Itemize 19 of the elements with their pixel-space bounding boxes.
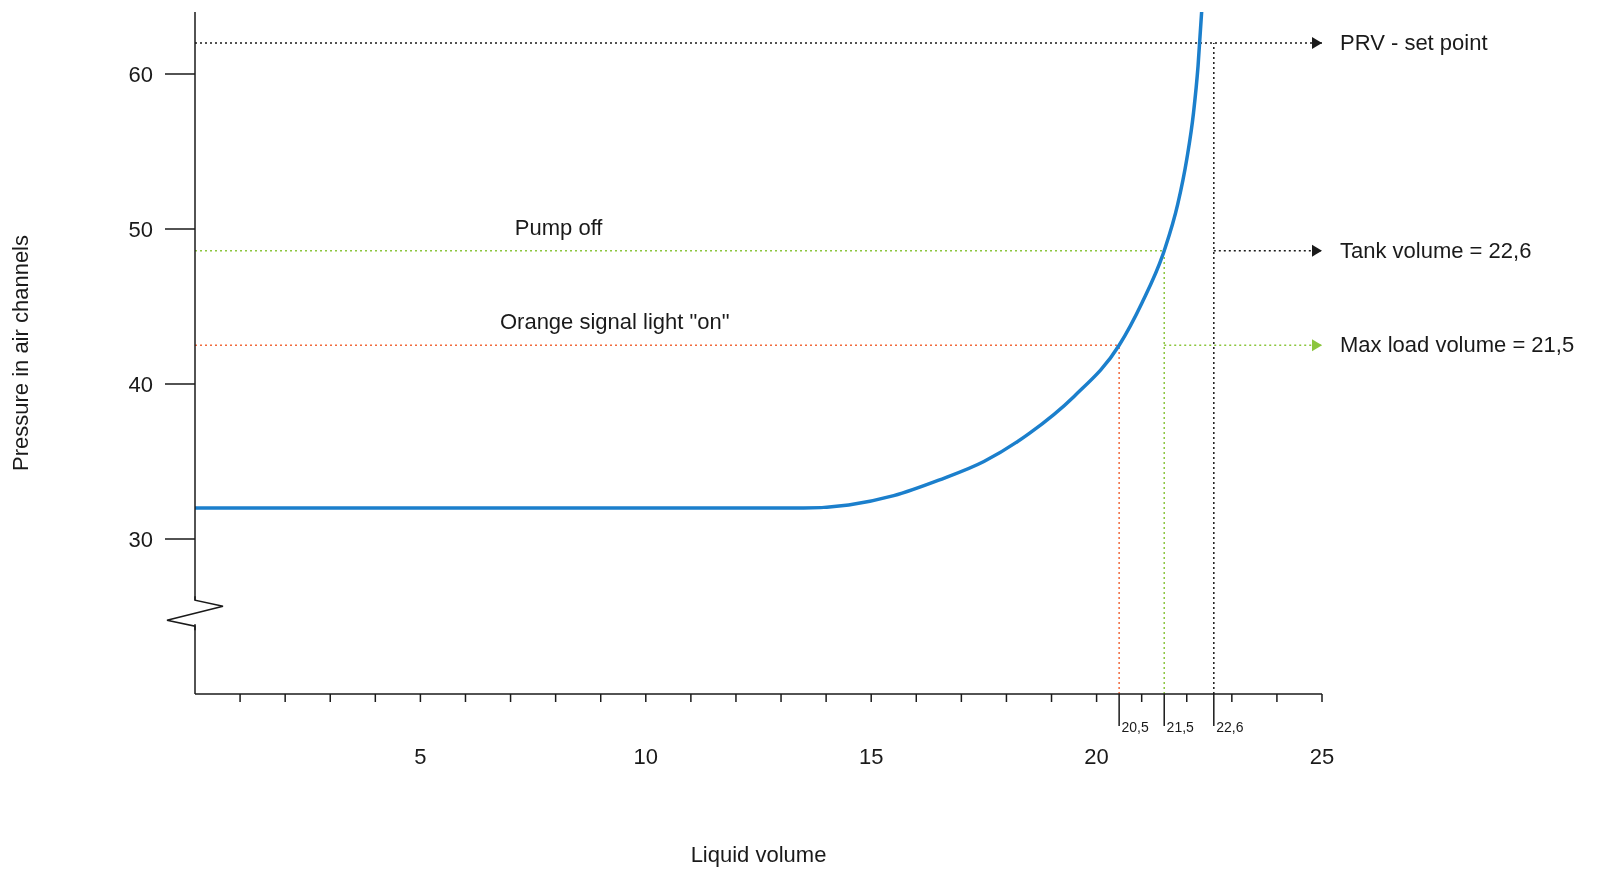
ref-line-label: Pump off bbox=[514, 214, 604, 240]
ref-line-label: 22,6 bbox=[1216, 719, 1244, 735]
x-tick-label: 20 bbox=[1084, 744, 1109, 769]
ref-line-label: 21,5 bbox=[1166, 719, 1195, 735]
ref-line-label: Orange signal light "on" bbox=[499, 309, 730, 335]
y-tick-label: 40 bbox=[128, 372, 153, 397]
y-axis-title: Pressure in air channels bbox=[7, 234, 33, 472]
annotation: Tank volume = 22,6 bbox=[1340, 237, 1532, 263]
x-tick-label: 10 bbox=[633, 744, 659, 769]
y-tick-label: 60 bbox=[128, 62, 153, 87]
ref-line-label: PRV - set point bbox=[1340, 30, 1488, 55]
x-tick-label: 25 bbox=[1309, 744, 1335, 769]
y-tick-label: 30 bbox=[128, 527, 153, 552]
x-axis-title: Liquid volume bbox=[690, 842, 827, 867]
x-tick-label: 5 bbox=[414, 744, 427, 769]
y-tick-label: 50 bbox=[128, 217, 153, 242]
x-tick-label: 15 bbox=[858, 744, 884, 769]
ref-line-label: 20,5 bbox=[1121, 719, 1149, 735]
annotation: Max load volume = 21,5 bbox=[1340, 332, 1575, 358]
